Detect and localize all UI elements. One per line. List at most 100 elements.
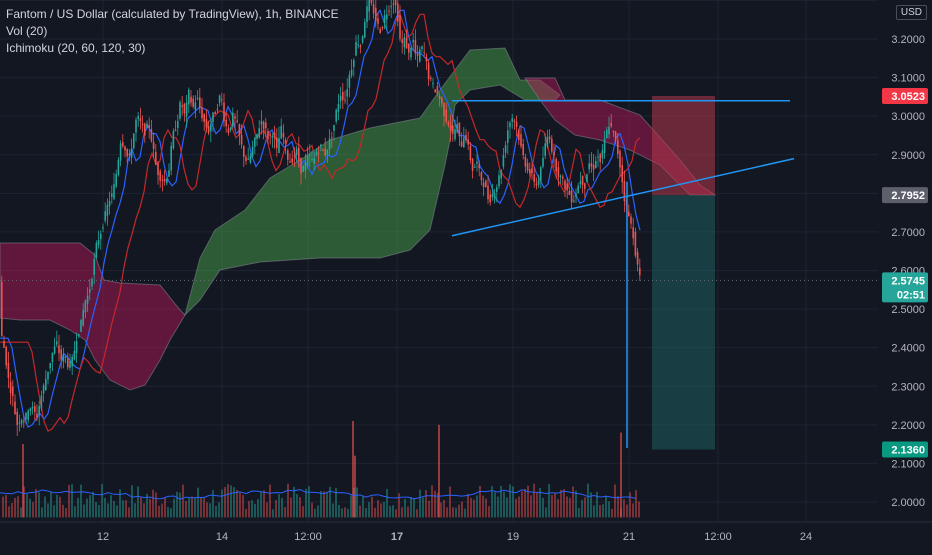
volume-bar [32,502,34,518]
candle-body [425,56,428,62]
candle-body [434,89,436,93]
candle-body [128,153,131,156]
candle-body [227,128,230,133]
volume-bar [56,494,58,518]
volume-bar [269,484,271,518]
candle-body [421,46,423,50]
candle-body [555,159,557,172]
volume-bar [86,498,88,518]
candle-body [445,109,447,122]
volume-bar [452,507,454,518]
candle-body [597,156,599,158]
short-position-tool[interactable] [652,95,715,450]
candle-body [225,119,227,127]
volume-bar [599,505,601,518]
candle-body [16,411,18,426]
volume-bar [365,508,367,518]
time-axis[interactable]: 12 14 12:00 17 19 21 12:00 24 [0,521,932,543]
volume-bar [236,490,238,518]
candle-body [234,116,236,119]
trend-drawings[interactable] [0,99,878,448]
volume-bar [380,503,382,518]
volume-bar [431,485,433,518]
candle-body [476,161,478,164]
ichimoku-indicator-label[interactable]: Ichimoku (20, 60, 120, 30) [6,41,146,55]
volume-bar [257,499,259,518]
volume-bar [119,489,121,518]
candle-body [309,154,311,156]
volume-bar [428,500,430,518]
candle-body [504,145,507,153]
candle-body [31,406,34,409]
volume-bar [572,486,574,518]
candle-body [628,211,630,217]
volume-bar [341,508,343,518]
candle-body [60,349,62,360]
candle-body [221,99,223,101]
take-profit-zone[interactable] [652,195,715,450]
volume-bar [362,496,364,518]
ascending-trendline[interactable] [451,157,795,237]
candle-body [366,6,368,23]
candle-body [518,129,520,140]
candle-body [465,134,467,141]
price-axis[interactable]: 3.20003.10003.00002.90002.80002.70002.60… [891,34,925,509]
candle-body [216,109,219,111]
volume-bar [161,503,163,518]
volume-bar [438,424,440,518]
candle-body [104,211,106,221]
candle-body [397,3,399,22]
candle-body [262,121,265,129]
candle-body [377,18,379,24]
candle-body [535,183,538,186]
candle-body [423,52,425,54]
candle-body [298,147,300,162]
candle-body [214,112,216,115]
candle-body [240,135,243,145]
candle-body [403,37,406,48]
candle-body [260,121,263,125]
volume-bar [320,491,322,518]
candle-body [636,252,639,265]
volume-bar [107,503,109,518]
candle-body [223,102,225,122]
candle-body [181,105,183,107]
volume-bar [104,497,106,518]
candle-body [564,180,566,190]
candle-body [590,163,593,167]
candle-body [106,204,109,217]
candle-body [194,102,197,111]
volume-indicator-label[interactable]: Vol (20) [6,24,48,38]
volume-bar [536,492,538,518]
volume-bar [587,483,589,518]
volume-bar [404,498,406,518]
candle-body [639,267,641,276]
candle-body [210,124,212,132]
volume-bar [200,497,202,518]
stop-loss-zone[interactable] [652,95,715,196]
volume-bar [410,497,412,518]
candle-body [137,115,139,120]
volume-bar [206,502,208,518]
volume-bar [608,501,610,518]
candle-body [238,124,241,136]
candle-body [331,137,333,139]
volume-bar [5,494,7,518]
candle-body [146,123,148,128]
symbol-title[interactable]: Fantom / US Dollar (calculated by Tradin… [6,7,339,21]
volume-bar [305,488,307,518]
candle-body [249,155,252,163]
candle-body [357,44,359,46]
candle-body [73,350,76,360]
candle-body [229,127,232,130]
candle-body [287,150,289,160]
volume-bar [425,490,427,518]
candle-body [337,104,340,112]
currency-badge[interactable]: USD [895,5,927,20]
candle-body [346,89,348,97]
volume-bar [449,486,451,518]
candle-body [1,281,3,336]
candle-body [152,141,155,150]
